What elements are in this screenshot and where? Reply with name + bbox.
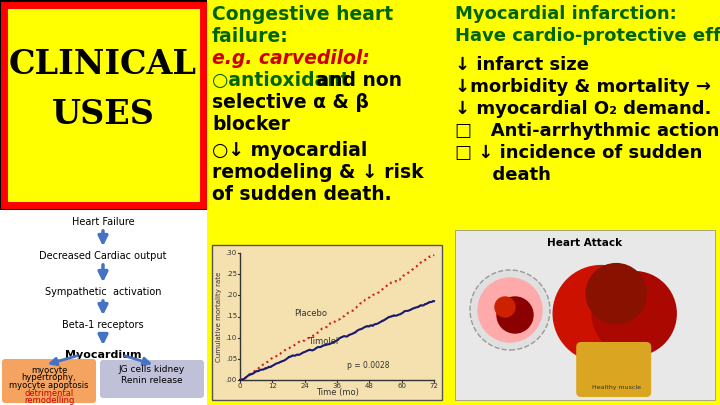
Text: 48: 48 — [365, 383, 374, 389]
Text: ○↓ myocardial: ○↓ myocardial — [212, 141, 367, 160]
Text: Time (mo): Time (mo) — [315, 388, 359, 397]
Text: Have cardio-protective effect: Have cardio-protective effect — [455, 27, 720, 45]
Circle shape — [495, 297, 515, 317]
Text: .30: .30 — [226, 250, 237, 256]
Text: Sympathetic  activation: Sympathetic activation — [45, 287, 161, 297]
Text: detrimental: detrimental — [24, 388, 73, 397]
Text: Cumulative mortality rate: Cumulative mortality rate — [216, 271, 222, 362]
FancyBboxPatch shape — [0, 0, 207, 210]
Text: Beta-1 receptors: Beta-1 receptors — [62, 320, 144, 330]
Text: ↓ myocardial O₂ demand.: ↓ myocardial O₂ demand. — [455, 100, 711, 117]
Text: .25: .25 — [226, 271, 237, 277]
Circle shape — [470, 270, 550, 350]
Text: Heart Attack: Heart Attack — [547, 238, 623, 248]
Text: 0: 0 — [238, 383, 242, 389]
Text: JG cells kidney
Renin release: JG cells kidney Renin release — [119, 365, 185, 385]
Text: .20: .20 — [226, 292, 237, 298]
Text: myocyte: myocyte — [31, 366, 67, 375]
Text: Timolol: Timolol — [308, 337, 338, 346]
Text: 72: 72 — [430, 383, 438, 389]
FancyBboxPatch shape — [4, 5, 203, 205]
Text: .10: .10 — [226, 335, 237, 341]
FancyBboxPatch shape — [2, 359, 96, 403]
Text: Heart Failure: Heart Failure — [72, 217, 135, 227]
Text: hypertrophy,: hypertrophy, — [22, 373, 76, 382]
Text: Decreased Cardiac output: Decreased Cardiac output — [40, 251, 167, 261]
Text: 60: 60 — [397, 383, 406, 389]
Text: Myocardium: Myocardium — [65, 350, 141, 360]
Text: Healthy muscle: Healthy muscle — [592, 385, 641, 390]
Text: remodeling & ↓ risk: remodeling & ↓ risk — [212, 163, 423, 182]
Text: myocyte apoptosis: myocyte apoptosis — [9, 381, 89, 390]
FancyBboxPatch shape — [576, 342, 651, 397]
Text: Congestive heart: Congestive heart — [212, 5, 393, 24]
Text: p = 0.0028: p = 0.0028 — [347, 361, 390, 370]
FancyBboxPatch shape — [0, 210, 207, 405]
Text: .15: .15 — [226, 313, 237, 320]
Text: blocker: blocker — [212, 115, 290, 134]
Text: CLINICAL: CLINICAL — [9, 49, 197, 81]
Circle shape — [593, 272, 676, 356]
Circle shape — [586, 264, 647, 324]
Text: ○antioxidant: ○antioxidant — [212, 71, 349, 90]
Text: of sudden death.: of sudden death. — [212, 185, 392, 205]
FancyBboxPatch shape — [100, 360, 204, 398]
Text: USES: USES — [52, 98, 154, 132]
Circle shape — [497, 297, 533, 333]
Circle shape — [478, 278, 542, 342]
Text: and non: and non — [310, 71, 402, 90]
Text: ↓ infarct size: ↓ infarct size — [455, 55, 589, 74]
Text: death: death — [455, 166, 551, 183]
FancyBboxPatch shape — [455, 230, 715, 400]
Text: .00: .00 — [226, 377, 237, 383]
Text: 12: 12 — [268, 383, 276, 389]
Text: 24: 24 — [300, 383, 309, 389]
Text: selective α & β: selective α & β — [212, 93, 369, 112]
FancyBboxPatch shape — [212, 245, 442, 400]
Text: □   Anti-arrhythmic action.: □ Anti-arrhythmic action. — [455, 122, 720, 140]
Text: □ ↓ incidence of sudden: □ ↓ incidence of sudden — [455, 144, 703, 162]
Text: Myocardial infarction:: Myocardial infarction: — [455, 5, 677, 23]
Text: Placebo: Placebo — [294, 309, 328, 318]
Text: e.g. carvedilol:: e.g. carvedilol: — [212, 49, 370, 68]
Text: ↓morbidity & mortality →: ↓morbidity & mortality → — [455, 78, 711, 96]
Text: 36: 36 — [333, 383, 341, 389]
Text: .05: .05 — [226, 356, 237, 362]
Text: failure:: failure: — [212, 27, 289, 46]
Circle shape — [553, 266, 649, 362]
Text: remodelling: remodelling — [24, 396, 74, 405]
